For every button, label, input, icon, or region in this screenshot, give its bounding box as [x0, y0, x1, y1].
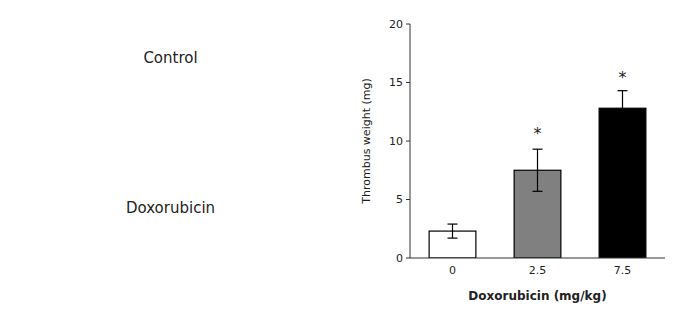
x-axis-label: Doxorubicin (mg/kg) [468, 289, 606, 303]
panel-label: Control [143, 49, 197, 67]
x-axis-line [410, 258, 665, 259]
y-tick [406, 141, 410, 142]
bar [599, 108, 646, 258]
x-tick-label: 2.5 [529, 264, 547, 277]
x-tick-label: 0 [449, 264, 456, 277]
y-axis-label: Thrombus weight (mg) [360, 78, 373, 204]
significance-star: * [619, 68, 627, 87]
y-tick [406, 24, 410, 25]
y-tick [406, 258, 410, 259]
plot-marks [429, 91, 646, 258]
y-tick-label: 20 [389, 18, 403, 31]
significance-star: * [534, 124, 542, 143]
y-tick-label: 10 [389, 135, 403, 148]
y-tick-label: 15 [389, 76, 403, 89]
x-tick-label: 7.5 [614, 264, 632, 277]
y-tick [406, 199, 410, 200]
error-bar [618, 91, 628, 126]
y-tick-label: 5 [396, 193, 403, 206]
error-bar [533, 149, 543, 191]
y-tick [406, 82, 410, 83]
panel-label: Doxorubicin [126, 199, 215, 217]
y-tick-label: 0 [396, 252, 403, 265]
chart-container: 0 5 10 15 20 0 2.5 7.5 Doxorubicin (mg/kg) Thromb… [0, 0, 682, 320]
chart-svg: 0 5 10 15 20 0 2.5 7.5 Doxorubicin (mg/kg) Thromb… [0, 0, 682, 320]
error-bar [448, 224, 458, 238]
